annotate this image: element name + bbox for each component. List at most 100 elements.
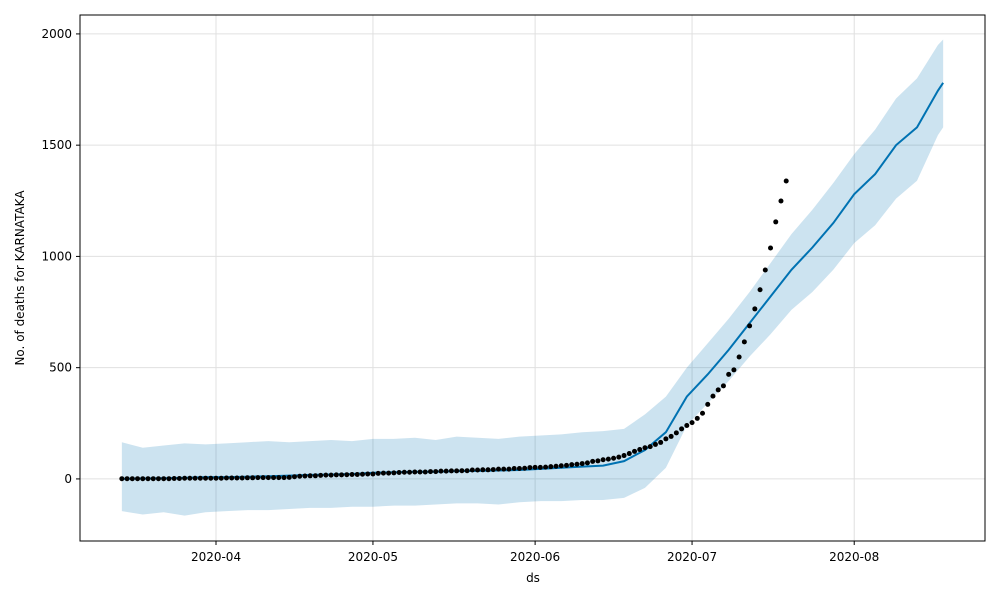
data-point xyxy=(548,464,554,470)
data-point xyxy=(532,464,538,470)
data-point xyxy=(359,471,365,477)
data-point xyxy=(616,454,622,460)
data-point xyxy=(736,354,742,360)
y-tick-label: 2000 xyxy=(41,27,72,41)
data-point xyxy=(762,267,768,273)
data-point xyxy=(741,339,747,345)
data-point xyxy=(349,471,355,477)
data-point xyxy=(386,470,392,476)
data-point xyxy=(375,470,381,476)
y-tick-label: 1000 xyxy=(41,249,72,263)
data-point xyxy=(689,420,695,426)
data-point xyxy=(543,464,549,470)
y-tick-label: 1500 xyxy=(41,138,72,152)
data-point xyxy=(433,469,439,475)
data-point xyxy=(344,472,350,478)
data-point xyxy=(611,455,617,461)
x-tick-label: 2020-06 xyxy=(510,550,560,564)
data-point xyxy=(276,475,282,481)
data-point xyxy=(558,463,564,469)
data-point xyxy=(579,461,585,467)
data-point xyxy=(370,471,376,477)
data-point xyxy=(501,466,507,472)
data-point xyxy=(328,472,334,478)
x-tick-label: 2020-07 xyxy=(667,550,717,564)
data-point xyxy=(208,475,214,481)
data-point xyxy=(537,464,543,470)
data-point xyxy=(213,475,219,481)
data-point xyxy=(652,441,658,447)
data-point xyxy=(731,367,737,373)
data-point xyxy=(155,476,161,482)
data-point xyxy=(187,475,193,481)
data-point xyxy=(768,245,774,251)
data-point xyxy=(119,476,125,482)
data-point xyxy=(495,466,501,472)
data-point xyxy=(480,467,486,473)
data-point xyxy=(694,415,700,421)
data-point xyxy=(265,475,271,481)
data-point xyxy=(323,472,329,478)
data-point xyxy=(637,447,643,453)
data-point xyxy=(223,475,229,481)
data-point xyxy=(182,475,188,481)
data-point xyxy=(234,475,240,481)
data-point xyxy=(668,433,674,439)
data-point xyxy=(318,472,324,478)
data-point xyxy=(427,469,433,475)
data-point xyxy=(658,439,664,445)
data-point xyxy=(778,198,784,204)
data-point xyxy=(135,476,141,482)
data-point xyxy=(239,475,245,481)
data-point xyxy=(715,387,721,393)
data-point xyxy=(511,465,517,471)
data-point xyxy=(720,383,726,389)
data-point xyxy=(647,444,653,450)
data-point xyxy=(684,423,690,429)
data-point xyxy=(679,426,685,432)
data-point xyxy=(302,473,308,479)
data-point xyxy=(600,457,606,463)
data-point xyxy=(516,465,522,471)
data-point xyxy=(584,460,590,466)
data-point xyxy=(475,467,481,473)
data-point xyxy=(391,470,397,476)
data-point xyxy=(129,476,135,482)
data-point xyxy=(459,468,465,474)
data-point xyxy=(380,470,386,476)
data-point xyxy=(145,476,151,482)
data-point xyxy=(396,469,402,475)
data-point xyxy=(590,458,596,464)
x-axis-label: ds xyxy=(526,571,540,585)
data-point xyxy=(354,471,360,477)
x-tick-label: 2020-05 xyxy=(348,550,398,564)
data-point xyxy=(443,468,449,474)
data-point xyxy=(632,448,638,454)
data-point xyxy=(773,219,779,225)
data-point xyxy=(485,467,491,473)
data-point xyxy=(192,475,198,481)
data-point xyxy=(564,462,570,468)
data-point xyxy=(621,453,627,459)
uncertainty-band xyxy=(121,39,944,516)
data-point xyxy=(260,475,266,481)
data-point xyxy=(203,475,209,481)
data-point xyxy=(438,468,444,474)
data-point xyxy=(469,467,475,473)
data-point xyxy=(700,410,706,416)
data-point xyxy=(124,476,130,482)
data-point xyxy=(412,469,418,475)
data-point xyxy=(757,287,763,293)
data-point xyxy=(271,475,277,481)
y-tick-label: 500 xyxy=(49,361,72,375)
data-point xyxy=(333,472,339,478)
data-point xyxy=(197,475,203,481)
data-point xyxy=(605,456,611,462)
data-point xyxy=(595,458,601,464)
y-tick-label: 0 xyxy=(64,472,72,486)
data-point xyxy=(171,475,177,481)
data-point xyxy=(506,466,512,472)
data-point xyxy=(166,476,172,482)
data-point xyxy=(286,474,292,480)
